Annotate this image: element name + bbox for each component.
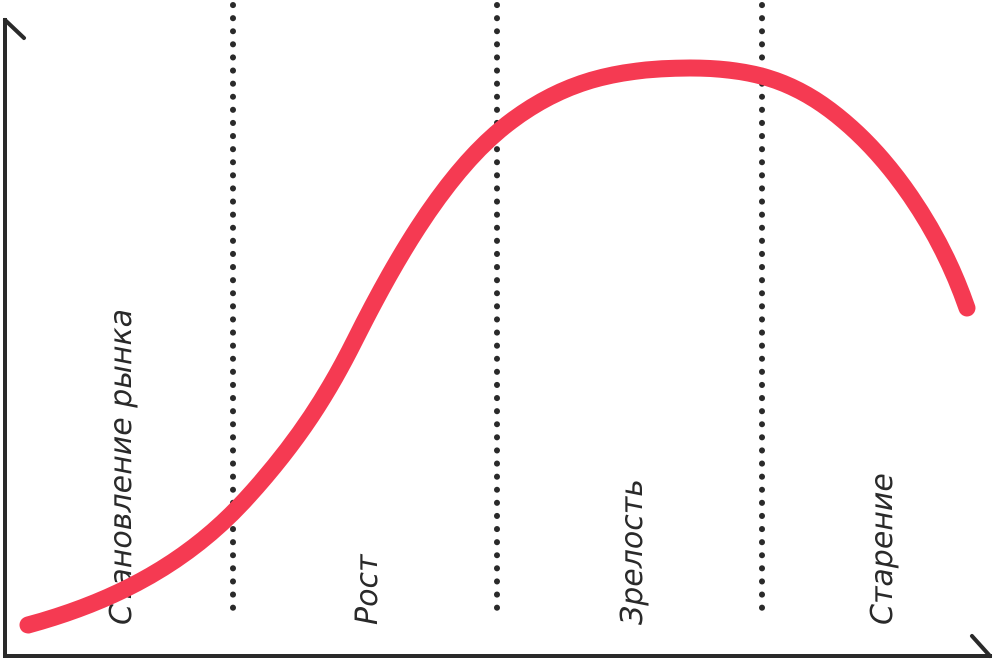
stage-label-formation: Становление рынка xyxy=(104,309,139,625)
life-cycle-curve xyxy=(19,59,976,634)
stage-labels: Становление рынка Рост Зрелость Старение xyxy=(104,309,900,625)
stage-label-maturity: Зрелость xyxy=(615,479,650,625)
stage-label-growth: Рост xyxy=(350,553,385,625)
stage-dividers xyxy=(230,2,765,623)
y-axis-arrow-tick xyxy=(3,18,26,40)
x-axis-arrow-tick xyxy=(970,634,992,658)
axes xyxy=(3,18,992,658)
stage-label-decline: Старение xyxy=(865,473,900,625)
